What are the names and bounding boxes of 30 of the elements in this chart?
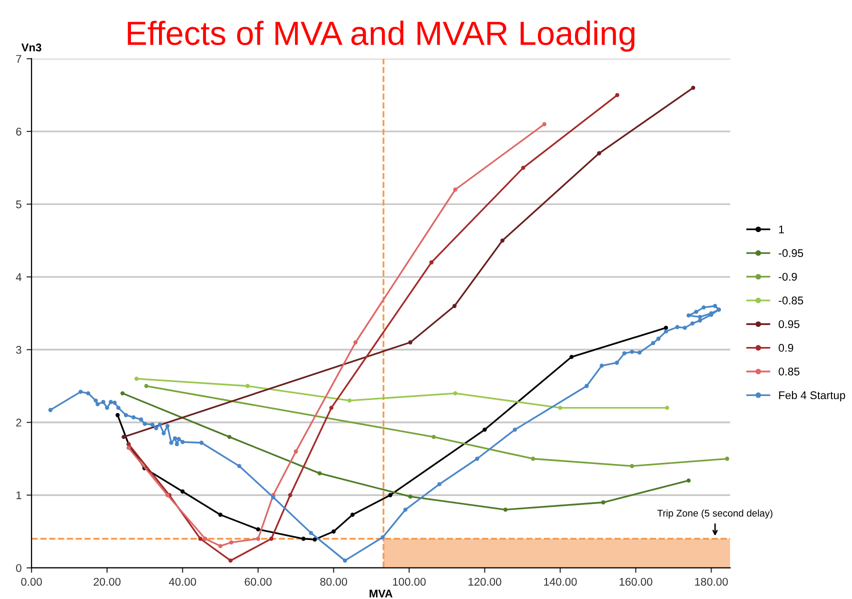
legend-label: Feb 4 Startup: [779, 391, 846, 402]
legend-label: 0.85: [778, 368, 800, 376]
y-tick-label: 1: [16, 492, 22, 500]
y-tick-label: 5: [16, 200, 22, 208]
y-tick-label: 7: [16, 55, 22, 63]
legend-label: -0.95: [778, 249, 804, 258]
y-tick-label: 4: [16, 273, 22, 281]
legend-label: -0.9: [778, 272, 797, 281]
y-tick-label: 6: [16, 128, 22, 136]
x-tick-label: 140.00: [544, 578, 577, 586]
annotation: Trip Zone (5 second delay): [657, 509, 772, 519]
legend-label: 0.95: [778, 320, 800, 328]
legend-label: 0.9: [778, 344, 794, 352]
legend-label: -0.85: [778, 296, 804, 304]
y-axis-title: Vn3: [21, 44, 42, 52]
x-tick-label: 40.00: [168, 578, 196, 586]
x-tick-label: 20.00: [94, 578, 121, 586]
legend-label: 1: [779, 226, 784, 234]
x-tick-label: 100.00: [393, 578, 426, 586]
x-axis-title: MVA: [370, 590, 392, 598]
x-tick-label: 80.00: [320, 578, 348, 586]
y-tick-label: 3: [16, 346, 22, 354]
chart-title: Effects of MVA and MVAR Loading: [128, 20, 634, 52]
x-tick-label: 60.00: [244, 578, 272, 586]
y-tick-label: 2: [16, 418, 22, 426]
x-tick-label: 120.00: [468, 578, 502, 586]
x-tick-label: 180.00: [695, 578, 728, 586]
y-tick-label: 0: [16, 564, 22, 572]
x-tick-label: 0.00: [21, 578, 42, 586]
x-tick-label: 160.00: [620, 578, 652, 586]
